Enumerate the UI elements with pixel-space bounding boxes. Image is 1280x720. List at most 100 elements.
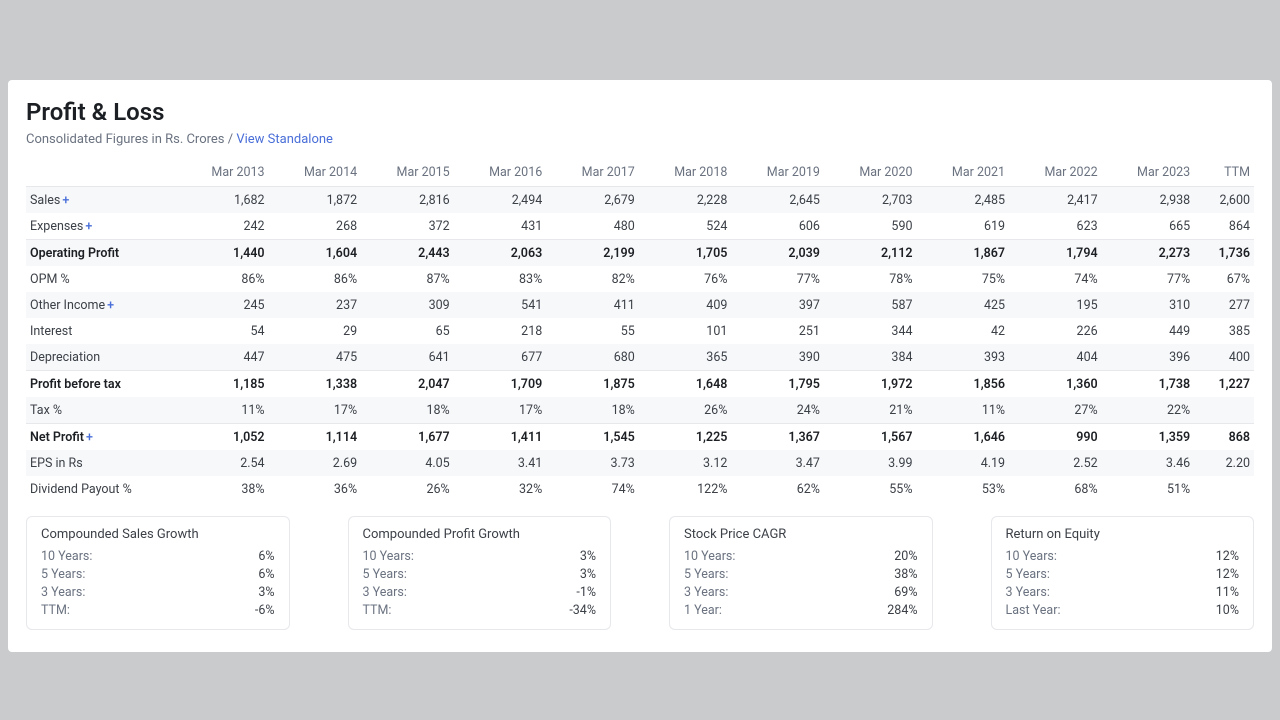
summary-period: 3 Years:	[1006, 585, 1050, 600]
cell-value: 2,047	[361, 371, 454, 398]
summary-period: 5 Years:	[41, 567, 85, 582]
cell-value: 42	[917, 318, 1010, 344]
summary-period: 3 Years:	[684, 585, 728, 600]
cell-value	[1194, 476, 1254, 502]
cell-value: 2,600	[1194, 187, 1254, 214]
view-standalone-link[interactable]: View Standalone	[236, 132, 333, 147]
cell-value: 245	[176, 292, 269, 318]
cell-value: 404	[1009, 344, 1102, 371]
cell-value: 26%	[639, 397, 732, 424]
row-label-text: Depreciation	[30, 350, 100, 365]
summary-period: 10 Years:	[1006, 549, 1057, 564]
summary-value: 3%	[580, 549, 596, 564]
row-label: Depreciation	[26, 344, 176, 371]
summary-card: Compounded Sales Growth 10 Years: 6% 5 Year…	[26, 516, 290, 630]
cell-value: 864	[1194, 213, 1254, 240]
summary-row: 5 Years:12%	[1006, 565, 1240, 583]
cell-value: 623	[1009, 213, 1102, 240]
summary-period: 5 Years:	[1006, 567, 1050, 582]
summary-row: 3 Years: 11%	[1006, 583, 1240, 601]
cell-value: 1,367	[731, 424, 824, 451]
summary-period: 10 Years:	[41, 549, 92, 564]
cell-value: 2,273	[1102, 240, 1195, 267]
cell-value: 67%	[1194, 266, 1254, 292]
summary-row: TTM:-6%	[41, 601, 275, 619]
cell-value: 277	[1194, 292, 1254, 318]
summary-period: 3 Years:	[363, 585, 407, 600]
cell-value: 2,816	[361, 187, 454, 214]
table-row: EPS in Rs2.542.694.053.413.733.123.473.9…	[26, 450, 1254, 476]
cell-value: 1,360	[1009, 371, 1102, 398]
cell-value: 3.46	[1102, 450, 1195, 476]
summary-value: -34%	[569, 603, 596, 618]
table-body: Sales+1,6821,8722,8162,4942,6792,2282,64…	[26, 187, 1254, 503]
cell-value: 1,794	[1009, 240, 1102, 267]
col-period: Mar 2022	[1009, 159, 1102, 187]
cell-value: 65	[361, 318, 454, 344]
summary-card-title: Stock Price CAGR	[684, 527, 918, 542]
cell-value: 390	[731, 344, 824, 371]
cell-value: 344	[824, 318, 917, 344]
expand-icon[interactable]: +	[85, 219, 92, 234]
summary-period: 5 Years:	[684, 567, 728, 582]
summary-row: 3 Years:-1%	[363, 583, 597, 601]
summary-value: 11%	[1216, 585, 1239, 600]
summary-card: Return on Equity10 Years:12%5 Years:12%3…	[991, 516, 1255, 630]
cell-value: 53%	[917, 476, 1010, 502]
summary-value: 12%	[1216, 549, 1239, 564]
cell-value: 677	[454, 344, 547, 371]
cell-value: 2,063	[454, 240, 547, 267]
cell-value: 3.12	[639, 450, 732, 476]
summary-value: -6%	[255, 603, 275, 618]
cell-value: 2,112	[824, 240, 917, 267]
summary-row: Last Year:10%	[1006, 601, 1240, 619]
cell-value: 2,443	[361, 240, 454, 267]
cell-value: 2,938	[1102, 187, 1195, 214]
cell-value: 82%	[546, 266, 639, 292]
cell-value: 1,604	[269, 240, 362, 267]
col-period: Mar 2018	[639, 159, 732, 187]
cell-value: 3.47	[731, 450, 824, 476]
expand-icon[interactable]: +	[107, 298, 114, 313]
cell-value: 384	[824, 344, 917, 371]
cell-value: 1,567	[824, 424, 917, 451]
cell-value: 101	[639, 318, 732, 344]
cell-value: 309	[361, 292, 454, 318]
cell-value: 2.69	[269, 450, 362, 476]
cell-value: 86%	[269, 266, 362, 292]
summary-row: 5 Years:38%	[684, 565, 918, 583]
cell-value: 480	[546, 213, 639, 240]
cell-value: 449	[1102, 318, 1195, 344]
col-label	[26, 159, 176, 187]
cell-value: 226	[1009, 318, 1102, 344]
cell-value: 18%	[361, 397, 454, 424]
cell-value: 3.99	[824, 450, 917, 476]
summary-value: 10%	[1216, 603, 1239, 618]
cell-value: 397	[731, 292, 824, 318]
pnl-table: Mar 2013Mar 2014Mar 2015Mar 2016Mar 2017…	[26, 159, 1254, 502]
summary-row: TTM: -34%	[363, 601, 597, 619]
table-row: Net Profit+1,0521,1141,6771,4111,5451,22…	[26, 424, 1254, 451]
cell-value: 242	[176, 213, 269, 240]
cell-value: 2,679	[546, 187, 639, 214]
cell-value: 1,052	[176, 424, 269, 451]
summary-value: 6%	[258, 549, 274, 564]
cell-value: 990	[1009, 424, 1102, 451]
expand-icon[interactable]: +	[86, 430, 93, 445]
cell-value: 1,872	[269, 187, 362, 214]
cell-value: 2,199	[546, 240, 639, 267]
cell-value: 1,545	[546, 424, 639, 451]
table-row: Expenses+2422683724314805246065906196236…	[26, 213, 1254, 240]
cell-value: 195	[1009, 292, 1102, 318]
cell-value: 1,114	[269, 424, 362, 451]
summary-row: 10 Years:20%	[684, 547, 918, 565]
table-row: Sales+1,6821,8722,8162,4942,6792,2282,64…	[26, 187, 1254, 214]
summary-period: TTM:	[363, 603, 392, 618]
cell-value: 62%	[731, 476, 824, 502]
row-label-text: Tax %	[30, 403, 62, 418]
cell-value: 2.52	[1009, 450, 1102, 476]
expand-icon[interactable]: +	[62, 193, 69, 208]
col-period: Mar 2019	[731, 159, 824, 187]
table-row: Tax %11%17%18%17%18%26%24%21%11%27%22%	[26, 397, 1254, 424]
summary-card-title: Compounded Sales Growth	[41, 527, 275, 542]
